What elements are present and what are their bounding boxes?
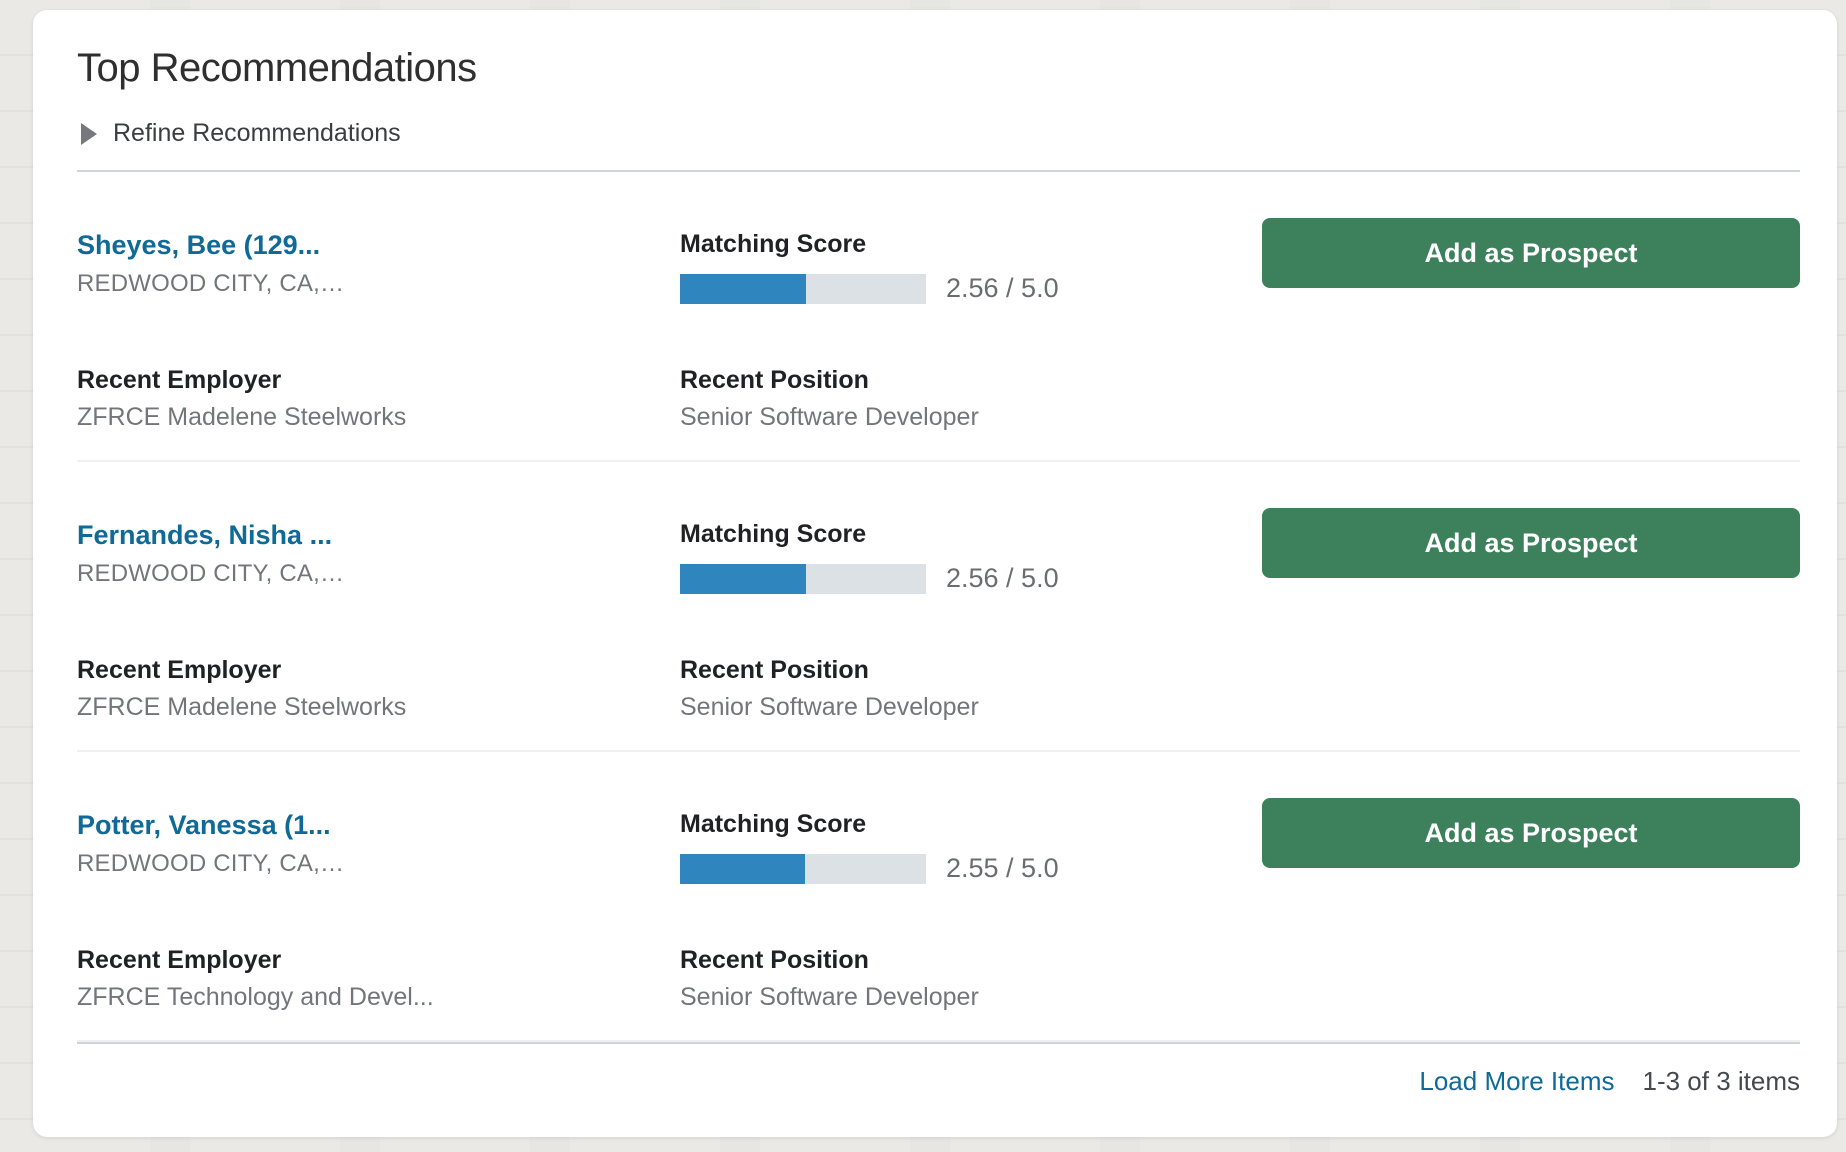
page-title: Top Recommendations [77,46,477,90]
candidate-name-link[interactable]: Fernandes, Nisha ... [77,520,333,550]
matching-score-value: 2.55 / 5.0 [946,853,1059,883]
list-footer: Load More Items 1-3 of 3 items [77,1044,1800,1097]
item-count-text: 1-3 of 3 items [1642,1066,1800,1096]
matching-score-bar-fill [680,273,806,304]
recent-position-value: Senior Software Developer [680,693,979,721]
matching-score-value: 2.56 / 5.0 [946,273,1059,303]
matching-score-bar-fill [680,853,806,884]
recent-position-value: Senior Software Developer [680,403,979,431]
matching-score-value: 2.56 / 5.0 [946,563,1059,593]
matching-score-label: Matching Score [680,810,867,838]
recent-employer-value: ZFRCE Madelene Steelworks [77,403,407,431]
candidate-location: REDWOOD CITY, CA,… [77,270,345,297]
header-divider [77,170,1800,172]
matching-score-label: Matching Score [680,230,867,258]
recent-employer-value: ZFRCE Madelene Steelworks [77,693,407,721]
matching-score-bar [680,563,926,594]
candidate-name-link[interactable]: Sheyes, Bee (129... [77,230,321,260]
candidate-name-link[interactable]: Potter, Vanessa (1... [77,810,331,840]
recent-position-label: Recent Position [680,946,869,974]
recent-employer-label: Recent Employer [77,946,282,974]
candidate-location: REDWOOD CITY, CA,… [77,560,345,587]
top-recommendations-panel: Top Recommendations Refine Recommendatio… [33,10,1837,1137]
recent-employer-label: Recent Employer [77,366,282,394]
matching-score-label: Matching Score [680,520,867,548]
add-as-prospect-button[interactable]: Add as Prospect [1262,218,1800,288]
recent-employer-label: Recent Employer [77,656,282,684]
recommendation-item: Potter, Vanessa (1... REDWOOD CITY, CA,…… [77,752,1800,1042]
recent-position-label: Recent Position [680,366,869,394]
add-as-prospect-button[interactable]: Add as Prospect [1262,508,1800,578]
matching-score-bar [680,273,926,304]
matching-score-bar [680,853,926,884]
candidate-location: REDWOOD CITY, CA,… [77,850,345,877]
recent-employer-value: ZFRCE Technology and Devel... [77,983,434,1011]
refine-recommendations-expander[interactable]: Refine Recommendations [77,119,1800,148]
chevron-right-icon [81,122,97,145]
footer-divider [77,1042,1800,1044]
matching-score-bar-fill [680,563,806,594]
recommendation-item: Fernandes, Nisha ... REDWOOD CITY, CA,… … [77,462,1800,752]
recent-position-label: Recent Position [680,656,869,684]
recent-position-value: Senior Software Developer [680,983,979,1011]
refine-recommendations-label: Refine Recommendations [113,119,401,147]
load-more-items-link[interactable]: Load More Items [1419,1066,1615,1096]
add-as-prospect-button[interactable]: Add as Prospect [1262,798,1800,868]
recommendation-item: Sheyes, Bee (129... REDWOOD CITY, CA,… M… [77,172,1800,462]
